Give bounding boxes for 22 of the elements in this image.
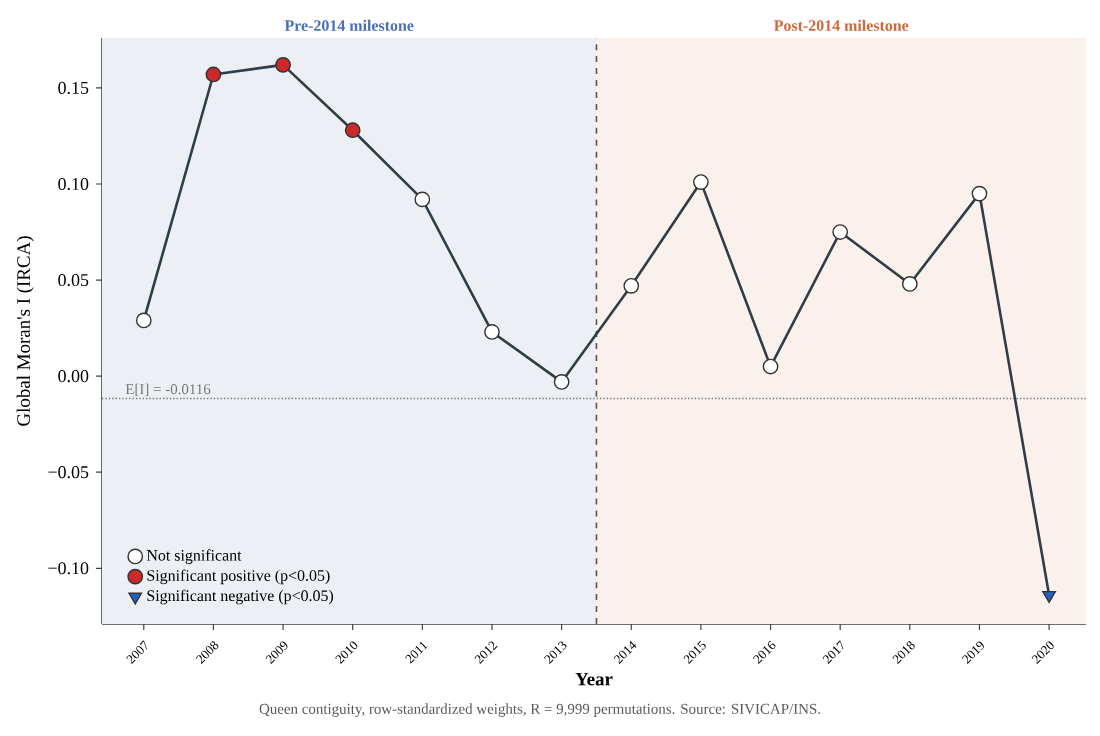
x-axis-title: Year [575, 672, 613, 686]
point [901, 276, 918, 292]
point [762, 358, 779, 375]
point [135, 312, 152, 329]
point [344, 122, 361, 139]
y-axis-title: Global Moran's I (IRCA) [16, 236, 34, 426]
point [205, 66, 222, 83]
point [553, 374, 570, 390]
point [484, 324, 500, 340]
y-tick-label: −0.10 [48, 562, 89, 575]
point [1042, 590, 1057, 604]
point [971, 185, 988, 202]
y-tick-label: 0.00 [58, 370, 89, 383]
point [623, 277, 640, 294]
point [832, 224, 849, 240]
point [275, 57, 291, 73]
y-tick-label: 0.05 [58, 273, 89, 287]
y-tick-label: 0.10 [58, 177, 89, 191]
y-tick-label: 0.15 [58, 81, 89, 95]
y-tick-label: −0.05 [48, 466, 89, 479]
point [693, 174, 709, 190]
point [414, 191, 431, 208]
